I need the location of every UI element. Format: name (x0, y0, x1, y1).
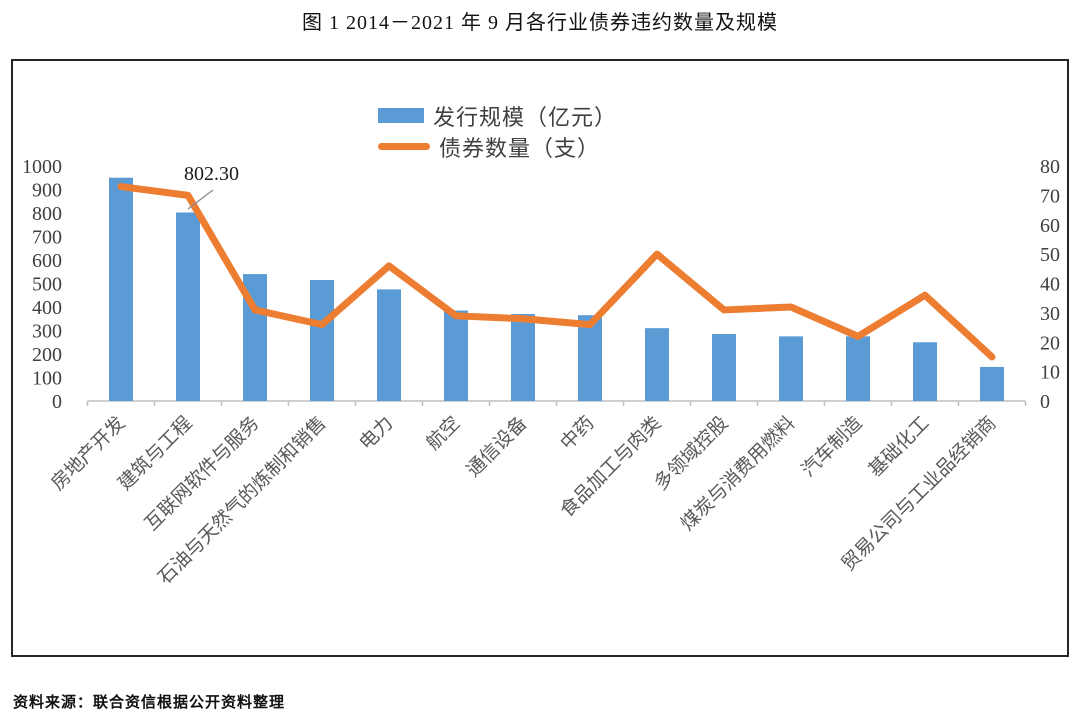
legend-line-label: 债券数量（支） (439, 135, 601, 161)
bar (176, 212, 200, 401)
legend-item-line: 债券数量（支） (378, 131, 617, 162)
bar (444, 310, 468, 401)
right-axis-tick-label: 70 (1040, 185, 1060, 207)
category-label: 电力 (355, 412, 397, 454)
category-label: 航空 (422, 412, 464, 454)
right-axis-tick-label: 30 (1040, 303, 1060, 325)
bar (980, 366, 1004, 401)
bar (109, 177, 133, 401)
annotation-leader-line (187, 189, 214, 210)
left-axis-tick-label: 900 (32, 180, 62, 202)
left-axis-tick-label: 0 (52, 391, 62, 413)
bar-swatch-icon (378, 108, 424, 123)
category-label: 基础化工 (864, 412, 933, 481)
left-axis-tick-label: 600 (32, 250, 62, 272)
legend: 发行规模（亿元） 债券数量（支） (378, 100, 617, 162)
bar-value-annotation: 802.30 (184, 163, 239, 185)
right-axis-tick-label: 50 (1040, 244, 1060, 266)
category-label: 煤炭与消费用燃料 (676, 412, 799, 535)
bar (645, 328, 669, 401)
category-label: 中药 (556, 412, 598, 454)
right-axis-tick-label: 20 (1040, 332, 1060, 354)
bar (511, 314, 535, 401)
source-note: 资料来源：联合资信根据公开资料整理 (13, 695, 286, 711)
right-axis-tick-label: 10 (1040, 362, 1060, 384)
legend-bar-label: 发行规模（亿元） (433, 104, 618, 130)
bar (779, 336, 803, 401)
category-label: 汽车制造 (797, 412, 866, 481)
bar (846, 336, 870, 401)
left-axis-tick-label: 500 (32, 274, 62, 296)
left-axis-tick-label: 800 (32, 203, 62, 225)
bar (712, 334, 736, 401)
left-axis-tick-label: 1000 (22, 156, 62, 178)
right-axis-tick-label: 0 (1040, 391, 1050, 413)
category-label: 通信设备 (462, 412, 531, 481)
right-axis-tick-label: 40 (1040, 274, 1060, 296)
left-axis-tick-label: 200 (32, 344, 62, 366)
bar (310, 279, 334, 401)
right-axis-tick-label: 60 (1040, 215, 1060, 237)
right-axis-tick-label: 80 (1040, 156, 1060, 178)
left-axis-tick-label: 400 (32, 297, 62, 319)
chart-border-box (11, 59, 1069, 657)
left-axis-tick-label: 700 (32, 227, 62, 249)
bar (913, 342, 937, 401)
left-axis-tick-label: 300 (32, 321, 62, 343)
left-axis-tick-label: 100 (32, 368, 62, 390)
bar (377, 289, 401, 401)
category-label: 互联网软件与服务 (140, 412, 263, 535)
line-swatch-icon (378, 143, 430, 150)
line-series (117, 183, 996, 361)
bar (578, 315, 602, 401)
figure-title: 图 1 2014－2021 年 9 月各行业债券违约数量及规模 (302, 12, 778, 34)
legend-item-bar: 发行规模（亿元） (378, 100, 617, 131)
